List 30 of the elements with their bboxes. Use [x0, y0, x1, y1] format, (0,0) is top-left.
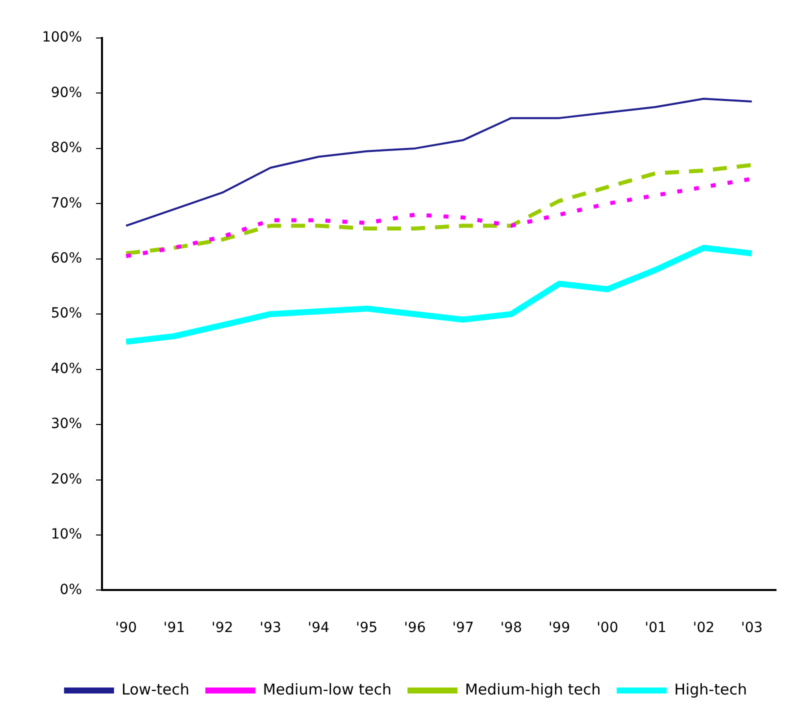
x-tick-label: '01	[644, 620, 666, 636]
y-tick-label: 100%	[42, 30, 82, 46]
legend-label: High-tech	[674, 680, 747, 698]
x-tick-label: '97	[452, 620, 474, 636]
x-tick-label: '94	[308, 620, 330, 636]
x-tick-label: '00	[596, 620, 618, 636]
y-tick-label: 80%	[50, 140, 82, 156]
x-tick-label: '99	[548, 620, 570, 636]
y-tick-label: 40%	[50, 360, 82, 377]
x-tick-label: '98	[500, 620, 522, 636]
y-tick-label: 70%	[50, 195, 82, 212]
x-tick-label: '90	[115, 620, 137, 636]
x-tick-label: '92	[212, 620, 234, 636]
y-tick-label: 60%	[50, 250, 82, 267]
y-tick-label: 30%	[50, 416, 82, 432]
x-tick-label: '93	[260, 620, 282, 636]
y-tick-label: 50%	[50, 306, 82, 322]
x-tick-label: '91	[163, 620, 186, 636]
x-tick-label: '03	[740, 620, 763, 636]
y-tick-label: 10%	[50, 526, 82, 543]
y-tick-label: 90%	[50, 84, 82, 101]
legend-label: Medium-low tech	[262, 680, 392, 698]
legend-label: Low-tech	[122, 680, 190, 698]
y-tick-label: 0%	[60, 582, 82, 598]
y-tick-label: 20%	[50, 471, 82, 488]
x-tick-label: '96	[404, 620, 426, 636]
legend-label: Medium-high tech	[464, 680, 601, 698]
x-tick-label: '95	[356, 620, 378, 636]
x-tick-label: '02	[692, 620, 715, 636]
line-series	[124, 163, 754, 256]
